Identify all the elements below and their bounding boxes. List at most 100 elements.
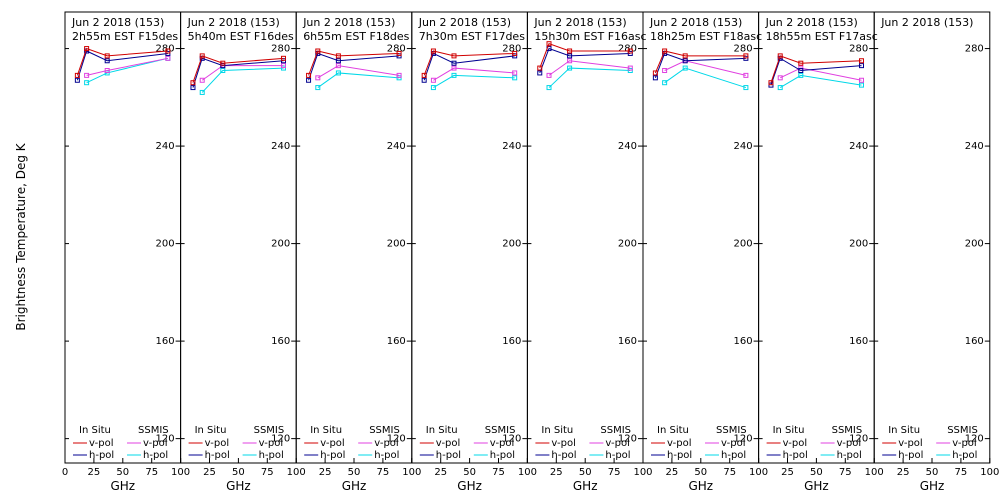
- insitu-v-pol-point: [652, 70, 658, 76]
- legend-label-insitu: h-pol: [783, 450, 808, 461]
- x-tick-label: 100: [171, 467, 190, 478]
- legend-label-ssmis: v-pol: [374, 438, 399, 449]
- legend-label-insitu: v-pol: [551, 438, 576, 449]
- legend-label-ssmis: v-pol: [605, 438, 630, 449]
- insitu-v-pol-point: [777, 53, 783, 59]
- legend-label-insitu: h-pol: [436, 450, 461, 461]
- x-tick-label: 50: [579, 467, 592, 478]
- legend-label-insitu: h-pol: [205, 450, 230, 461]
- insitu-h-pol-point: [652, 75, 658, 81]
- x-axis-label: GHz: [457, 479, 482, 493]
- x-tick-label: 75: [145, 467, 158, 478]
- legend-label-ssmis: v-pol: [490, 438, 515, 449]
- legend-label-ssmis: v-pol: [721, 438, 746, 449]
- legend-header-insitu: In Situ: [657, 425, 689, 436]
- legend-label-ssmis: h-pol: [259, 450, 284, 461]
- legend-label-ssmis: h-pol: [952, 450, 977, 461]
- ssmis-h-pol-point: [84, 80, 90, 86]
- y-axis-label: Brightness Temperature, Deg K: [14, 142, 28, 330]
- y-tick-label: 160: [271, 336, 290, 347]
- legend-label-insitu: h-pol: [898, 450, 923, 461]
- x-tick-label: 75: [261, 467, 274, 478]
- insitu-v-pol-point: [537, 65, 543, 71]
- y-tick-label: 280: [849, 44, 868, 55]
- y-tick-label: 160: [502, 336, 521, 347]
- x-tick-label: 25: [897, 467, 910, 478]
- insitu-v-pol-line: [76, 47, 168, 76]
- ssmis-v-pol-point: [396, 72, 402, 78]
- insitu-h-pol-point: [682, 58, 688, 64]
- insitu-v-pol-line: [539, 43, 631, 69]
- y-tick-label: 200: [965, 239, 984, 250]
- legend-label-insitu: v-pol: [667, 438, 692, 449]
- insitu-v-pol-point: [858, 58, 864, 64]
- insitu-v-pol-point: [743, 53, 749, 59]
- y-tick-label: 120: [502, 434, 521, 445]
- legend-header-ssmis: SSMIS: [947, 425, 978, 436]
- ssmis-v-pol-point: [777, 75, 783, 81]
- ssmis-h-pol-point: [220, 68, 226, 74]
- legend-header-insitu: In Situ: [310, 425, 342, 436]
- legend-label-ssmis: v-pol: [837, 438, 862, 449]
- legend-label-insitu: h-pol: [89, 450, 114, 461]
- y-tick-label: 120: [271, 434, 290, 445]
- panel-title-date: Jun 2 2018 (153): [302, 16, 395, 29]
- y-tick-label: 280: [156, 44, 175, 55]
- insitu-h-pol-point: [858, 63, 864, 69]
- panel-title-time: 7h30m EST F17des: [419, 30, 525, 43]
- ssmis-v-pol-point: [512, 70, 518, 76]
- insitu-v-pol-point: [421, 72, 427, 78]
- x-tick-label: 25: [434, 467, 447, 478]
- y-tick-label: 240: [271, 141, 290, 152]
- legend-label-ssmis: h-pol: [721, 450, 746, 461]
- insitu-v-pol-point: [190, 80, 196, 86]
- ssmis-h-pol-line: [433, 74, 515, 89]
- y-tick-label: 240: [156, 141, 175, 152]
- ssmis-v-pol-point: [280, 63, 286, 69]
- ssmis-h-pol-point: [335, 70, 341, 76]
- legend-label-insitu: v-pol: [320, 438, 345, 449]
- legend-header-ssmis: SSMIS: [485, 425, 516, 436]
- y-tick-label: 280: [387, 44, 406, 55]
- legend-header-insitu: In Situ: [195, 425, 227, 436]
- insitu-v-pol-point: [662, 48, 668, 54]
- panel-title-date: Jun 2 2018 (153): [71, 16, 164, 29]
- legend-header-insitu: In Situ: [888, 425, 920, 436]
- panel-title-date: Jun 2 2018 (153): [533, 16, 626, 29]
- legend-label-ssmis: h-pol: [143, 450, 168, 461]
- panel-frame: [180, 11, 297, 464]
- x-axis-label: GHz: [226, 479, 251, 493]
- legend-header-insitu: In Situ: [79, 425, 111, 436]
- y-tick-label: 240: [965, 141, 984, 152]
- y-tick-label: 280: [618, 44, 637, 55]
- ssmis-v-pol-line: [664, 60, 747, 76]
- panel-title-time: 15h30m EST F16asc: [534, 30, 646, 43]
- y-tick-label: 200: [734, 239, 753, 250]
- legend-label-ssmis: v-pol: [952, 438, 977, 449]
- x-tick-label: 25: [319, 467, 332, 478]
- insitu-h-pol-line: [539, 47, 631, 74]
- ssmis-h-pol-point: [743, 85, 749, 91]
- insitu-v-pol-point: [682, 53, 688, 59]
- ssmis-h-pol-point: [662, 80, 668, 86]
- ssmis-v-pol-point: [430, 77, 436, 83]
- x-tick-label: 100: [749, 467, 768, 478]
- ssmis-v-pol-line: [548, 60, 631, 76]
- legend-header-ssmis: SSMIS: [600, 425, 631, 436]
- ssmis-v-pol-point: [165, 55, 171, 61]
- y-tick-label: 200: [156, 239, 175, 250]
- insitu-v-pol-point: [627, 48, 633, 54]
- x-axis-label: GHz: [920, 479, 945, 493]
- x-axis-label: GHz: [804, 479, 829, 493]
- y-tick-label: 160: [618, 336, 637, 347]
- ssmis-v-pol-point: [315, 75, 321, 81]
- legend-header-insitu: In Situ: [773, 425, 805, 436]
- insitu-v-pol-line: [654, 50, 746, 74]
- panel-frame: [295, 11, 413, 464]
- y-tick-label: 160: [849, 336, 868, 347]
- insitu-v-pol-point: [220, 60, 226, 66]
- x-tick-label: 100: [980, 467, 999, 478]
- x-tick-label: 25: [550, 467, 563, 478]
